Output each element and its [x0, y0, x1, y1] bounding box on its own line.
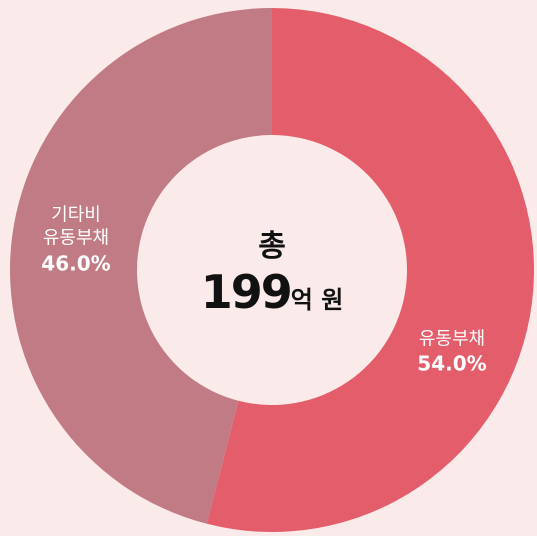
category-label: 기타비 유동부채 [42, 204, 110, 249]
center-total: 199억 원 [201, 265, 344, 319]
donut-hole [138, 136, 406, 404]
category-label: 유동부채 [418, 328, 486, 350]
center-text: 총 199억 원 [201, 221, 344, 319]
donut-slice [206, 8, 534, 532]
slice-label: 기타비 유동부채 46.0% [41, 204, 110, 277]
donut-slice [9, 8, 272, 524]
center-label: 총 [258, 229, 286, 264]
total-value: 199 [200, 265, 293, 319]
value-label: 46.0% [41, 251, 111, 276]
slice-label: 유동부채 54.0% [417, 327, 486, 376]
total-unit: 억 원 [290, 286, 344, 314]
value-label: 54.0% [417, 351, 487, 376]
